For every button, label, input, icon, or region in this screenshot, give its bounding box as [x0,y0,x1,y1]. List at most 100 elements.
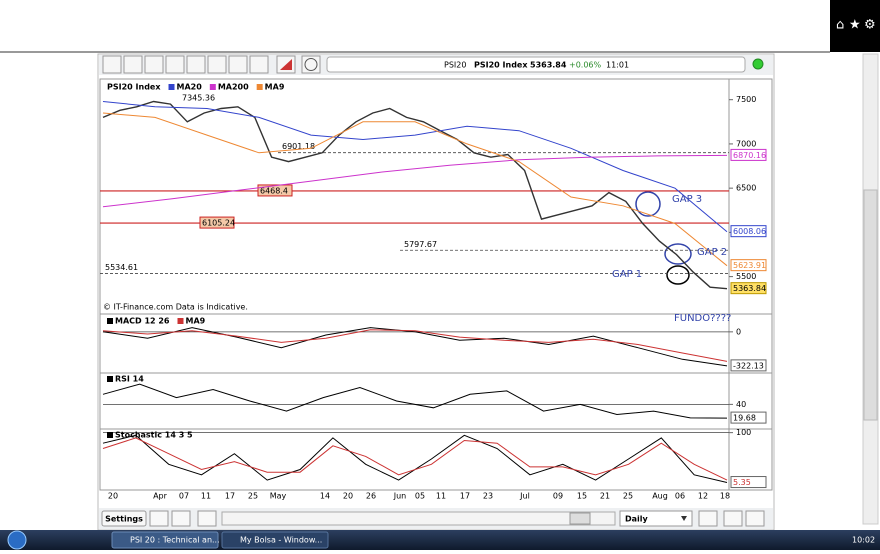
last-value-box [730,225,767,238]
y-tick-label: 7000 [736,139,756,148]
star-icon[interactable]: ★ [849,18,861,33]
home-icon[interactable]: ⌂ [836,18,844,33]
dropdown-arrow [681,516,687,521]
zoom-button[interactable] [698,510,718,527]
tool-button[interactable] [186,55,206,74]
zoom-out-button[interactable] [723,510,743,527]
x-tick-label: May [270,492,287,501]
level-label: 6105.24 [202,219,235,228]
x-tick-label: 25 [623,492,633,501]
series-line [102,327,728,367]
x-tick-label: 06 [675,492,685,501]
tool-button[interactable] [144,55,164,74]
x-tick-label: 17 [460,492,470,501]
scroll-thumb[interactable] [863,189,878,421]
taskbar-item-label: PSI 20 : Technical an... [130,536,220,545]
legend-label: MA9 [186,317,206,326]
toolbar-buttons [102,55,321,74]
time-scroll-thumb[interactable] [569,512,591,525]
y-tick-label: 5500 [736,272,756,281]
save-button[interactable] [171,510,191,527]
high-label: 7345.36 [182,94,215,103]
last-value-box [730,476,767,489]
x-tick-label: 17 [225,492,235,501]
legend-label: MACD 12 26 [115,317,170,326]
last-value-label: 6870.16 [733,151,766,160]
taskbar-item-label: My Bolsa - Window... [240,536,322,545]
legend-swatch [256,84,263,90]
x-tick-label: 20 [343,492,353,501]
tool-button[interactable] [207,55,227,74]
series-line [102,383,728,419]
y-tick-label: 0 [736,327,741,336]
level-label-box [199,216,235,229]
x-tick-label: 14 [320,492,330,501]
tool-button[interactable] [165,55,185,74]
x-tick-label: Jul [519,492,530,501]
x-tick-label: 07 [179,492,189,501]
app-frame [97,53,775,531]
last-value-label: 6008.06 [733,227,766,236]
legend-swatch [107,376,113,382]
level-label-box [257,184,293,197]
taskbar [0,530,880,550]
tool-button[interactable] [228,55,248,74]
series-line [102,100,728,290]
interval-dropdown[interactable] [619,510,693,527]
series-line [102,437,728,481]
y-tick-label: 7500 [736,95,756,104]
quote-last: 5363.84 [530,61,567,70]
level-label: 5797.67 [404,240,437,249]
settings-label: Settings [105,515,143,524]
gap-circle [635,191,661,217]
tool-button[interactable] [249,55,269,74]
annotation: FUNDO???? [674,313,731,324]
x-tick-label: 20 [108,492,118,501]
annotation: GAP 2 [697,247,727,258]
last-value-label: 5.35 [733,478,751,487]
x-tick-label: 18 [720,492,730,501]
tool-icon [280,59,292,70]
gap-circle [666,265,690,285]
x-tick-label: 05 [415,492,425,501]
legend-label: MA20 [177,83,203,92]
legend-label: PSI20 Index [107,83,161,92]
zoom-in-button[interactable] [745,510,765,527]
print-button[interactable] [197,510,217,527]
taskbar-item[interactable] [111,531,219,549]
x-tick-label: 09 [553,492,563,501]
last-value-label: 5363.84 [733,284,766,293]
tool-button[interactable] [149,510,169,527]
x-tick-label: Aug [652,492,668,501]
level-label: 5534.61 [105,263,138,272]
y-tick-label: 6500 [736,184,756,193]
footnote: © IT-Finance.com Data is Indicative. [103,303,248,312]
tool-button[interactable] [123,55,143,74]
last-value-box [730,282,767,295]
gear-icon[interactable]: ⚙ [864,18,876,33]
time-scrollbar[interactable] [221,511,616,526]
x-tick-label: 25 [248,492,258,501]
tool-button[interactable] [102,55,122,74]
gap-circle [664,243,692,265]
x-tick-label: 21 [600,492,610,501]
series-line [102,154,728,208]
taskbar-item[interactable] [221,531,329,549]
x-tick-label: 15 [577,492,587,501]
last-value-box [730,411,767,424]
help-icon [304,58,318,71]
start-button[interactable] [7,530,27,550]
y-tick-label: 100 [736,428,751,437]
last-value-label: 19.68 [733,414,756,423]
quote-symbol: PSI20 [444,61,466,70]
legend-swatch [209,84,216,90]
top-area [0,0,880,52]
legend-label: Stochastic 14 3 5 [115,431,193,440]
last-value-box [730,259,767,272]
x-tick-label: 11 [436,492,446,501]
settings-button[interactable] [101,510,147,527]
x-tick-label: 23 [483,492,493,501]
quote-box [326,56,746,73]
